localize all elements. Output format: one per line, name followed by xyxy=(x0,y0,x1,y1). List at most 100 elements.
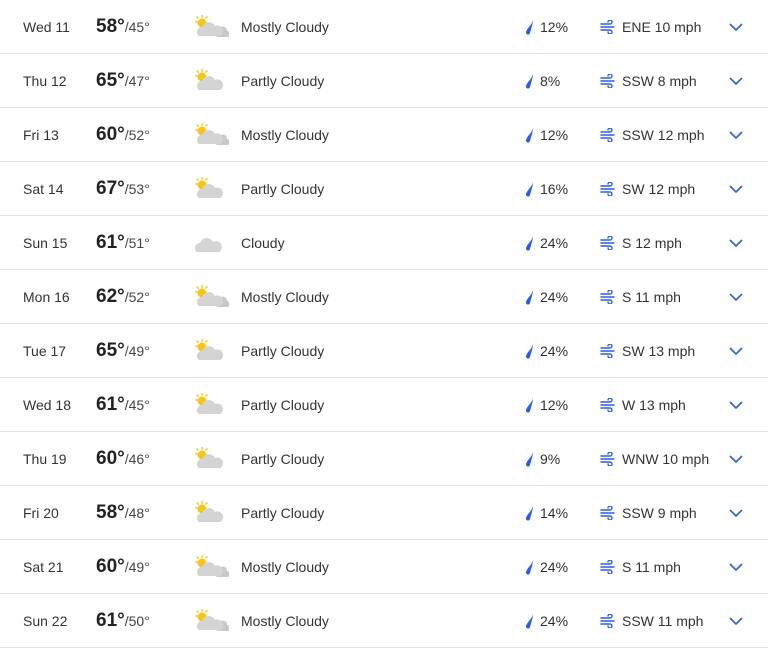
expand-chevron-icon[interactable] xyxy=(728,594,744,647)
precipitation: 24% xyxy=(524,216,568,269)
day-label: Fri 13 xyxy=(23,126,59,143)
day-label: Sun 15 xyxy=(23,234,68,251)
wind-value: S 12 mph xyxy=(622,234,682,251)
wind: ENE 10 mph xyxy=(600,0,701,53)
wind: WNW 10 mph xyxy=(600,432,709,485)
condition: Mostly Cloudy xyxy=(241,612,329,629)
raindrop-icon xyxy=(525,289,533,305)
high-temp: 61° xyxy=(96,393,125,415)
precipitation: 12% xyxy=(524,108,568,161)
high-temp: 65° xyxy=(96,69,125,91)
forecast-row[interactable]: Sun 15 61°/51° Cloudy 24% S 12 mph xyxy=(0,216,768,270)
partly-cloudy-icon xyxy=(193,54,229,107)
partly-cloudy-icon xyxy=(193,432,229,485)
low-temp: /50° xyxy=(124,612,150,629)
forecast-row[interactable]: Sat 21 60°/49° Mostly Cloudy 24% S 11 mp… xyxy=(0,540,768,594)
raindrop-icon xyxy=(525,451,533,467)
wind-value: ENE 10 mph xyxy=(622,18,702,35)
day-label: Wed 11 xyxy=(23,18,70,35)
precipitation: 24% xyxy=(524,324,568,377)
expand-chevron-icon[interactable] xyxy=(728,270,744,323)
expand-chevron-icon[interactable] xyxy=(728,486,744,539)
low-temp: /48° xyxy=(124,504,150,521)
precipitation: 12% xyxy=(524,378,568,431)
forecast-row[interactable]: Thu 12 65°/47° Partly Cloudy 8% SSW 8 mp… xyxy=(0,54,768,108)
condition: Mostly Cloudy xyxy=(241,126,329,143)
raindrop-icon xyxy=(525,235,533,251)
condition: Partly Cloudy xyxy=(241,396,325,413)
day-label: Sat 14 xyxy=(23,180,64,197)
wind: SSW 9 mph xyxy=(600,486,697,539)
expand-chevron-icon[interactable] xyxy=(728,216,744,269)
expand-chevron-icon[interactable] xyxy=(728,432,744,485)
precip-value: 14% xyxy=(540,504,569,521)
expand-chevron-icon[interactable] xyxy=(728,324,744,377)
condition: Partly Cloudy xyxy=(241,450,325,467)
forecast-row[interactable]: Sun 22 61°/50° Mostly Cloudy 24% SSW 11 … xyxy=(0,594,768,648)
raindrop-icon xyxy=(525,127,533,143)
raindrop-icon xyxy=(525,559,533,575)
precip-value: 24% xyxy=(540,288,569,305)
condition: Partly Cloudy xyxy=(241,180,325,197)
wind-value: SSW 12 mph xyxy=(622,126,705,143)
forecast-row[interactable]: Fri 13 60°/52° Mostly Cloudy 12% SSW 12 … xyxy=(0,108,768,162)
mostly-cloudy-icon xyxy=(193,270,229,323)
low-temp: /53° xyxy=(124,180,150,197)
high-temp: 60° xyxy=(96,555,125,577)
temperature: 60°/49° xyxy=(96,540,150,593)
wind-icon xyxy=(600,181,615,196)
temperature: 60°/46° xyxy=(96,432,150,485)
temperature: 58°/48° xyxy=(96,486,150,539)
temperature: 62°/52° xyxy=(96,270,150,323)
low-temp: /46° xyxy=(124,450,150,467)
mostly-cloudy-icon xyxy=(193,0,229,53)
precip-value: 24% xyxy=(540,558,569,575)
temperature: 61°/45° xyxy=(96,378,150,431)
low-temp: /45° xyxy=(124,396,150,413)
expand-chevron-icon[interactable] xyxy=(728,0,744,53)
expand-chevron-icon[interactable] xyxy=(728,540,744,593)
wind-icon xyxy=(600,127,615,142)
wind: SSW 12 mph xyxy=(600,108,704,161)
wind-icon xyxy=(600,613,615,628)
high-temp: 65° xyxy=(96,339,125,361)
forecast-row[interactable]: Wed 11 58°/45° Mostly Cloudy 12% ENE 10 … xyxy=(0,0,768,54)
day-label: Sat 21 xyxy=(23,558,64,575)
precipitation: 8% xyxy=(524,54,560,107)
forecast-row[interactable]: Wed 18 61°/45° Partly Cloudy 12% W 13 mp… xyxy=(0,378,768,432)
precipitation: 24% xyxy=(524,594,568,647)
precip-value: 8% xyxy=(540,72,561,89)
condition: Partly Cloudy xyxy=(241,504,325,521)
condition: Cloudy xyxy=(241,234,285,251)
low-temp: /51° xyxy=(124,234,150,251)
forecast-row[interactable]: Thu 19 60°/46° Partly Cloudy 9% WNW 10 m… xyxy=(0,432,768,486)
high-temp: 61° xyxy=(96,231,125,253)
temperature: 61°/50° xyxy=(96,594,150,647)
high-temp: 61° xyxy=(96,609,125,631)
precipitation: 12% xyxy=(524,0,568,53)
expand-chevron-icon[interactable] xyxy=(728,162,744,215)
wind: SW 12 mph xyxy=(600,162,695,215)
day-label: Mon 16 xyxy=(23,288,70,305)
forecast-row[interactable]: Mon 16 62°/52° Mostly Cloudy 24% S 11 mp… xyxy=(0,270,768,324)
expand-chevron-icon[interactable] xyxy=(728,378,744,431)
high-temp: 62° xyxy=(96,285,125,307)
wind-icon xyxy=(600,73,615,88)
expand-chevron-icon[interactable] xyxy=(728,108,744,161)
wind-value: SSW 8 mph xyxy=(622,72,697,89)
wind-value: W 13 mph xyxy=(622,396,686,413)
forecast-row[interactable]: Fri 20 58°/48° Partly Cloudy 14% SSW 9 m… xyxy=(0,486,768,540)
high-temp: 58° xyxy=(96,15,125,37)
expand-chevron-icon[interactable] xyxy=(728,54,744,107)
precipitation: 24% xyxy=(524,270,568,323)
forecast-row[interactable]: Sat 14 67°/53° Partly Cloudy 16% SW 12 m… xyxy=(0,162,768,216)
raindrop-icon xyxy=(525,181,533,197)
forecast-row[interactable]: Tue 17 65°/49° Partly Cloudy 24% SW 13 m… xyxy=(0,324,768,378)
high-temp: 58° xyxy=(96,501,125,523)
cloudy-icon xyxy=(193,216,229,269)
wind: SW 13 mph xyxy=(600,324,695,377)
low-temp: /52° xyxy=(124,126,150,143)
precip-value: 24% xyxy=(540,612,569,629)
temperature: 61°/51° xyxy=(96,216,150,269)
